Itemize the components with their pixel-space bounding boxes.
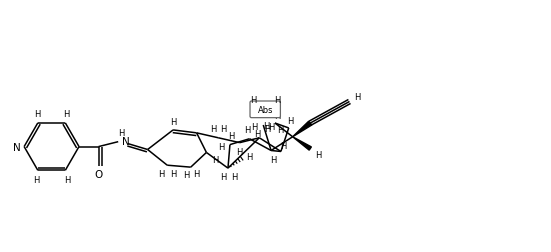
Text: H: H [245,126,251,135]
Text: H: H [170,117,176,126]
Text: H: H [246,152,253,161]
Text: N: N [13,142,21,152]
Text: H: H [231,173,237,182]
Text: Abs: Abs [257,105,273,114]
Text: H: H [288,116,294,125]
Text: H: H [354,93,360,102]
Text: H: H [274,111,280,120]
Text: H: H [218,142,224,151]
Text: H: H [280,142,286,150]
Text: H: H [254,130,261,139]
Text: H: H [268,123,274,132]
Text: N: N [122,136,130,146]
Text: H: H [193,169,200,178]
Text: H: H [220,173,226,182]
Text: H: H [118,129,125,138]
Text: H: H [158,169,165,178]
Text: H: H [210,125,217,134]
FancyBboxPatch shape [250,102,280,118]
Text: H: H [270,155,276,164]
Text: H: H [64,175,71,184]
Text: H: H [182,171,189,180]
Text: H: H [228,132,234,141]
Text: H: H [34,110,40,119]
Text: H: H [63,110,69,119]
Polygon shape [293,122,312,137]
Text: H: H [277,126,283,135]
Text: H: H [236,147,243,156]
Text: H: H [220,125,226,134]
Text: H: H [170,169,176,178]
Polygon shape [293,137,311,150]
Text: H: H [251,123,258,132]
Text: H: H [264,125,271,134]
Text: H: H [315,150,321,159]
Text: O: O [94,169,102,179]
Text: H: H [33,175,39,184]
Text: H: H [263,121,269,130]
Text: H: H [274,96,280,105]
Text: H: H [212,155,218,164]
Text: H: H [250,96,257,105]
